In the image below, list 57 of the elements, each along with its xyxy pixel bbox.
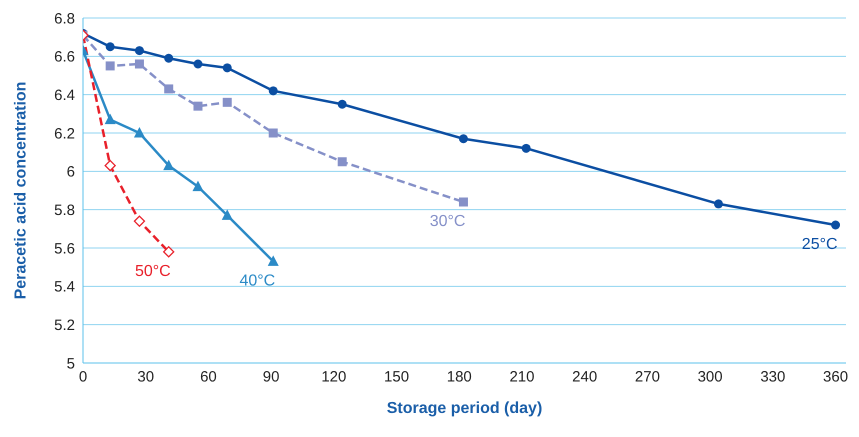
point bbox=[193, 102, 202, 111]
point bbox=[222, 209, 233, 220]
point bbox=[104, 160, 116, 172]
point bbox=[193, 60, 202, 68]
point bbox=[134, 46, 144, 56]
series-label: 50°C bbox=[134, 262, 171, 280]
point bbox=[714, 199, 723, 208]
x-tick-label: 0 bbox=[78, 368, 88, 386]
point bbox=[104, 114, 116, 124]
x-tick-label: 150 bbox=[384, 368, 410, 386]
y-axis-title: Peracetic acid concentration bbox=[12, 82, 30, 300]
y-tick-label: 5 bbox=[66, 355, 75, 372]
point bbox=[268, 86, 278, 96]
x-tick-label: 270 bbox=[634, 368, 660, 386]
point bbox=[134, 127, 145, 138]
series-label: 40°C bbox=[239, 272, 276, 290]
y-tick-label: 5.8 bbox=[54, 202, 75, 219]
y-tick-label: 6.6 bbox=[54, 48, 75, 66]
point bbox=[458, 198, 468, 206]
x-tick-label: 210 bbox=[509, 368, 534, 386]
x-tick-label: 300 bbox=[698, 368, 723, 386]
x-tick-label: 360 bbox=[823, 368, 848, 386]
x-tick-label: 330 bbox=[760, 368, 786, 386]
y-tick-label: 6.8 bbox=[54, 10, 75, 28]
point bbox=[134, 60, 144, 68]
point bbox=[222, 98, 232, 107]
point bbox=[222, 63, 232, 72]
x-tick-label: 240 bbox=[572, 368, 598, 386]
point bbox=[134, 216, 146, 227]
x-tick-label: 90 bbox=[262, 368, 280, 386]
x-tick-label: 120 bbox=[321, 368, 346, 386]
series-label: 25°C bbox=[802, 236, 838, 253]
point bbox=[268, 255, 279, 266]
y-tick-label: 5.4 bbox=[54, 278, 75, 296]
x-axis-title: Storage period (day) bbox=[386, 400, 542, 417]
point bbox=[192, 180, 204, 192]
point bbox=[163, 246, 174, 258]
point bbox=[522, 144, 531, 153]
point bbox=[338, 157, 347, 166]
point bbox=[106, 61, 115, 70]
y-tick-label: 6.2 bbox=[54, 125, 75, 142]
x-tick-label: 30 bbox=[137, 368, 154, 386]
y-tick-label: 5.2 bbox=[54, 316, 75, 334]
y-tick-label: 6.4 bbox=[54, 86, 75, 104]
point bbox=[268, 128, 278, 138]
y-tick-label: 5.6 bbox=[54, 240, 75, 258]
point bbox=[831, 220, 840, 230]
point bbox=[164, 84, 174, 94]
x-tick-label: 60 bbox=[200, 368, 217, 386]
point bbox=[164, 54, 174, 63]
y-tick-label: 6 bbox=[66, 164, 75, 181]
point bbox=[458, 134, 468, 144]
point bbox=[163, 160, 174, 170]
series-label: 30°C bbox=[430, 213, 466, 230]
x-tick-label: 180 bbox=[446, 368, 472, 386]
point bbox=[338, 100, 347, 109]
point bbox=[106, 42, 115, 52]
